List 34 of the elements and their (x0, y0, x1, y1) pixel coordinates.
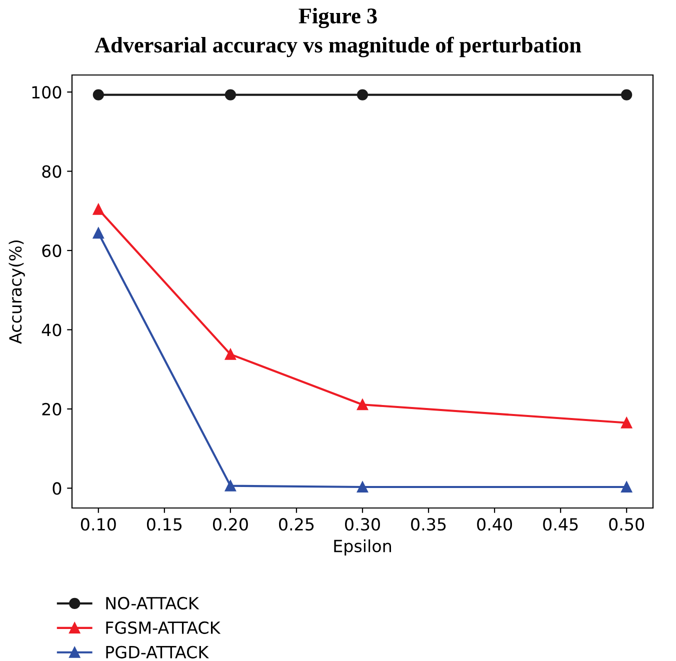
point (92, 204, 104, 215)
point (224, 348, 236, 360)
chart-subtitle: Adversarial accuracy vs magnitude of perturbation (94, 36, 582, 58)
point (621, 417, 632, 428)
x-tick-label: 0.10 (80, 518, 116, 531)
legend-label: PGD-ATTACK (106, 646, 209, 658)
y-tick-label: 40 (42, 324, 62, 336)
x-tick-label: 0.25 (279, 518, 314, 531)
x-tick-label: 0.40 (477, 518, 512, 531)
point (92, 89, 104, 100)
x-tick-label: 0.20 (213, 518, 248, 531)
y-tick-label: 60 (42, 244, 62, 258)
x-tick-label: 0.45 (543, 518, 578, 531)
y-tick-label: 20 (42, 402, 62, 416)
point (92, 228, 104, 239)
x-axis-title: Epsilon (334, 539, 391, 556)
point (224, 480, 236, 492)
x-tick-label: 0.50 (609, 518, 644, 531)
point (621, 89, 632, 100)
x-tick-label: 0.30 (345, 518, 380, 531)
point (621, 481, 632, 493)
point (356, 89, 368, 100)
point (356, 481, 368, 493)
chart-title: Figure 3 (298, 8, 377, 28)
legend-label: FGSM-ATTACK (106, 621, 221, 634)
x-tick-label: 0.15 (146, 518, 182, 531)
y-tick-label: 0 (52, 482, 62, 495)
point (224, 89, 236, 100)
y-axis-title: Accuracy(%) (8, 240, 25, 344)
x-tick-label: 0.35 (411, 518, 446, 531)
point (356, 399, 368, 410)
legend-label: NO-ATTACK (106, 596, 200, 610)
y-tick-label: 100 (32, 86, 62, 99)
y-tick-label: 80 (42, 165, 62, 178)
